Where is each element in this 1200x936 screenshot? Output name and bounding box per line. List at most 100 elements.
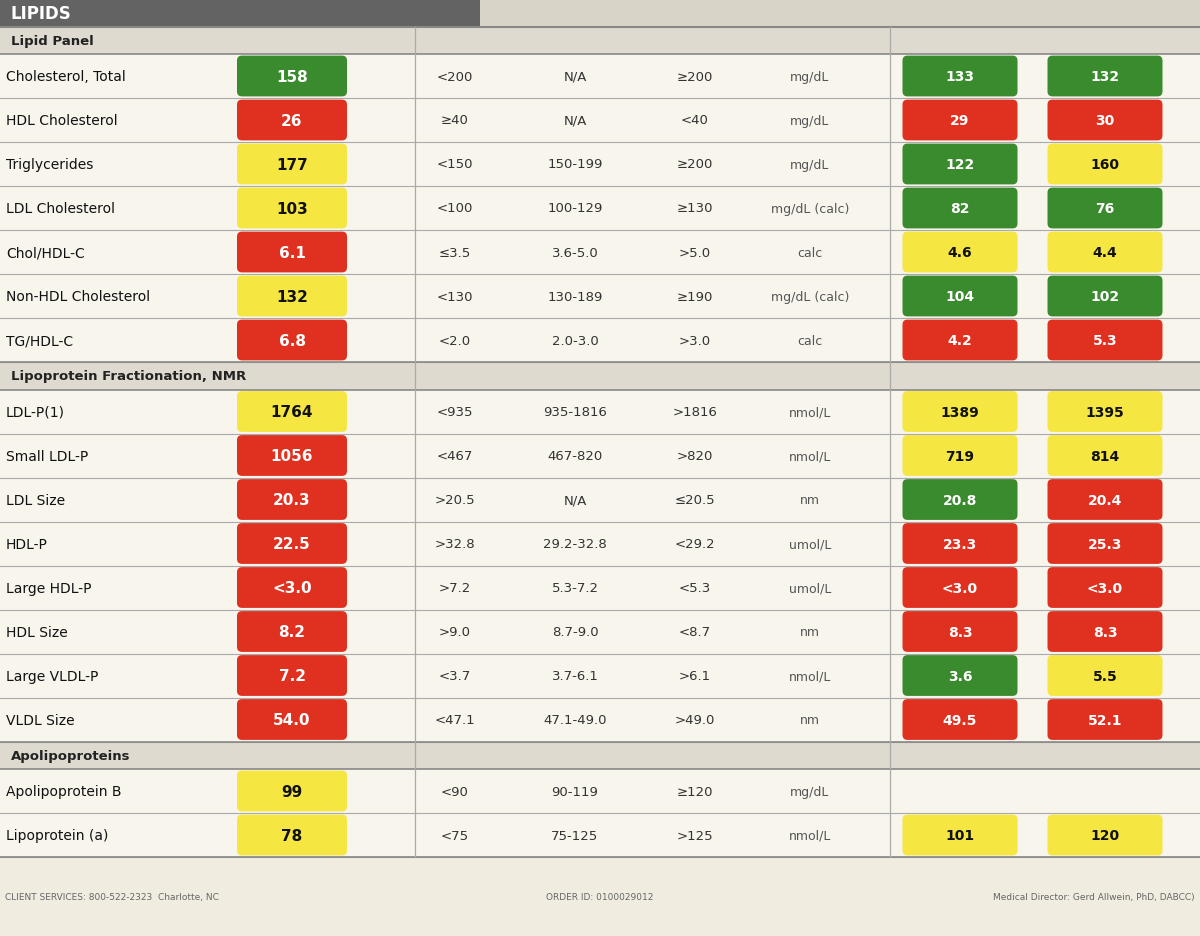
FancyBboxPatch shape	[902, 435, 1018, 476]
Text: 20.3: 20.3	[274, 492, 311, 507]
FancyBboxPatch shape	[1048, 320, 1163, 361]
Text: HDL Cholesterol: HDL Cholesterol	[6, 114, 118, 128]
Text: 1056: 1056	[271, 448, 313, 463]
FancyBboxPatch shape	[238, 435, 347, 476]
Text: 177: 177	[276, 157, 308, 172]
FancyBboxPatch shape	[238, 567, 347, 608]
Text: 49.5: 49.5	[943, 712, 977, 726]
Text: LDL Size: LDL Size	[6, 493, 65, 507]
Text: Large VLDL-P: Large VLDL-P	[6, 669, 98, 682]
Text: 3.6: 3.6	[948, 669, 972, 682]
Text: <5.3: <5.3	[679, 581, 712, 594]
Text: umol/L: umol/L	[788, 537, 832, 550]
Text: 122: 122	[946, 158, 974, 172]
Bar	[0, 654, 1200, 697]
Text: >49.0: >49.0	[674, 713, 715, 726]
Text: 47.1-49.0: 47.1-49.0	[544, 713, 607, 726]
Text: mg/dL: mg/dL	[791, 70, 829, 83]
Text: <40: <40	[682, 114, 709, 127]
Text: calc: calc	[797, 334, 823, 347]
Bar	[0, 697, 1200, 741]
Text: 29.2-32.8: 29.2-32.8	[544, 537, 607, 550]
FancyBboxPatch shape	[1048, 276, 1163, 317]
Text: 935-1816: 935-1816	[544, 405, 607, 418]
Bar	[0, 143, 1200, 187]
FancyBboxPatch shape	[902, 814, 1018, 856]
FancyBboxPatch shape	[902, 232, 1018, 273]
Text: ≥200: ≥200	[677, 158, 713, 171]
Bar	[0, 566, 1200, 610]
Text: Lipoprotein Fractionation, NMR: Lipoprotein Fractionation, NMR	[11, 370, 246, 383]
FancyBboxPatch shape	[902, 611, 1018, 652]
FancyBboxPatch shape	[1048, 391, 1163, 432]
Text: ≤20.5: ≤20.5	[674, 493, 715, 506]
Bar	[0, 610, 1200, 654]
Text: 99: 99	[281, 783, 302, 798]
Bar	[0, 478, 1200, 522]
Text: ≥130: ≥130	[677, 202, 713, 215]
Text: mg/dL: mg/dL	[791, 784, 829, 797]
Bar	[0, 390, 1200, 434]
Bar	[0, 434, 1200, 478]
Text: 1395: 1395	[1086, 405, 1124, 419]
Bar	[0, 187, 1200, 231]
Text: 25.3: 25.3	[1088, 537, 1122, 551]
Text: mg/dL (calc): mg/dL (calc)	[770, 202, 850, 215]
Text: 5.3-7.2: 5.3-7.2	[552, 581, 599, 594]
Text: Apolipoproteins: Apolipoproteins	[11, 749, 131, 762]
FancyBboxPatch shape	[238, 232, 347, 273]
Text: 8.3: 8.3	[948, 625, 972, 638]
Text: ≤3.5: ≤3.5	[439, 246, 472, 259]
Text: HDL Size: HDL Size	[6, 625, 67, 638]
Text: 4.2: 4.2	[948, 333, 972, 347]
Bar	[0, 741, 1200, 769]
Text: VLDL Size: VLDL Size	[6, 712, 74, 726]
Text: 5.3: 5.3	[1093, 333, 1117, 347]
Text: Non-HDL Cholesterol: Non-HDL Cholesterol	[6, 289, 150, 303]
Text: LDL Cholesterol: LDL Cholesterol	[6, 202, 115, 216]
Text: 20.4: 20.4	[1088, 493, 1122, 507]
Text: nmol/L: nmol/L	[788, 449, 832, 462]
Text: nmol/L: nmol/L	[788, 405, 832, 418]
Text: 102: 102	[1091, 289, 1120, 303]
Text: 4.6: 4.6	[948, 246, 972, 259]
Text: 3.6-5.0: 3.6-5.0	[552, 246, 599, 259]
FancyBboxPatch shape	[1048, 611, 1163, 652]
FancyBboxPatch shape	[238, 814, 347, 856]
FancyBboxPatch shape	[238, 100, 347, 141]
Bar	[0, 522, 1200, 566]
Text: <29.2: <29.2	[674, 537, 715, 550]
FancyBboxPatch shape	[902, 655, 1018, 696]
Text: 6.8: 6.8	[278, 333, 306, 348]
Text: LDL-P(1): LDL-P(1)	[6, 405, 65, 419]
Text: 133: 133	[946, 70, 974, 84]
Text: 8.2: 8.2	[278, 624, 306, 639]
Bar	[0, 55, 1200, 99]
Bar	[0, 0, 480, 27]
FancyBboxPatch shape	[1048, 144, 1163, 185]
Text: 100-129: 100-129	[547, 202, 602, 215]
Text: <3.0: <3.0	[942, 581, 978, 595]
Text: 76: 76	[1096, 202, 1115, 216]
Text: 3.7-6.1: 3.7-6.1	[552, 669, 599, 682]
Text: <150: <150	[437, 158, 473, 171]
Text: 101: 101	[946, 828, 974, 842]
Text: ≥190: ≥190	[677, 290, 713, 303]
FancyBboxPatch shape	[238, 655, 347, 696]
Text: >20.5: >20.5	[434, 493, 475, 506]
FancyBboxPatch shape	[1048, 56, 1163, 97]
FancyBboxPatch shape	[238, 523, 347, 564]
Text: 23.3: 23.3	[943, 537, 977, 551]
Text: umol/L: umol/L	[788, 581, 832, 594]
Text: N/A: N/A	[563, 493, 587, 506]
FancyBboxPatch shape	[1048, 100, 1163, 141]
Text: ORDER ID: 0100029012: ORDER ID: 0100029012	[546, 892, 654, 901]
FancyBboxPatch shape	[902, 391, 1018, 432]
Text: >9.0: >9.0	[439, 625, 470, 638]
FancyBboxPatch shape	[238, 611, 347, 652]
FancyBboxPatch shape	[238, 144, 347, 185]
Text: ≥120: ≥120	[677, 784, 713, 797]
FancyBboxPatch shape	[238, 188, 347, 229]
Text: 150-199: 150-199	[547, 158, 602, 171]
FancyBboxPatch shape	[238, 56, 347, 97]
